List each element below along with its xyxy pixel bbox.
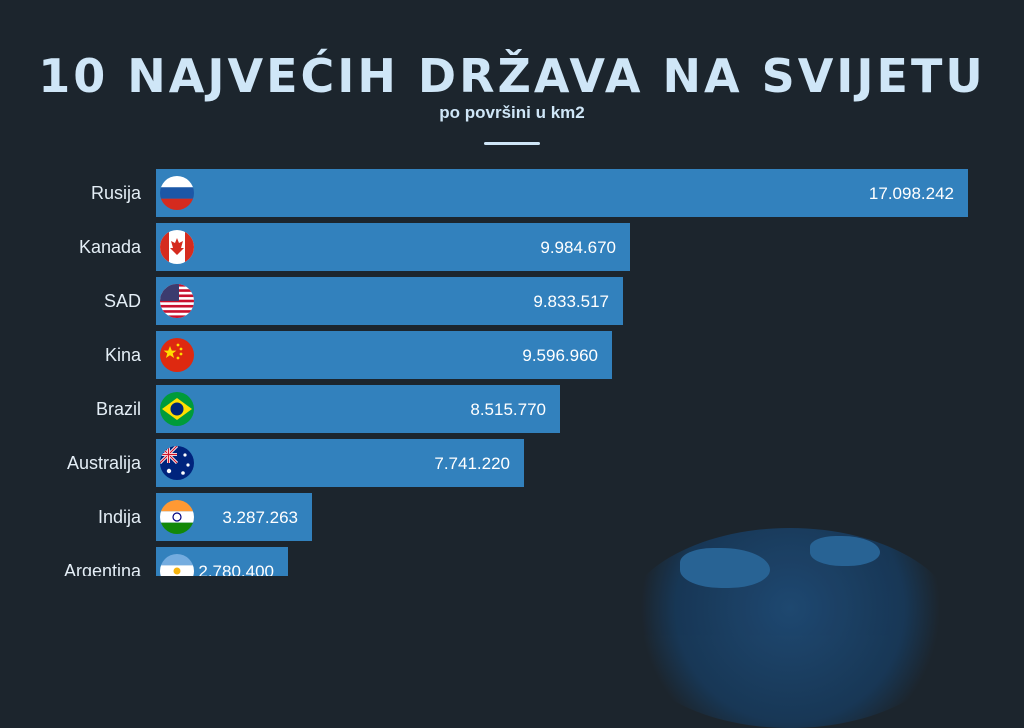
value-label: 17.098.242 xyxy=(869,184,954,203)
value-label: 8.515.770 xyxy=(470,400,546,419)
bar xyxy=(156,223,630,271)
category-label: Kanada xyxy=(79,237,142,257)
bar xyxy=(156,331,612,379)
china-flag-icon xyxy=(160,338,194,372)
bar-row: SAD 9.833.517 xyxy=(104,277,623,325)
title-divider xyxy=(484,142,540,145)
bar-row: Kina 9.596.960 xyxy=(105,331,612,379)
category-label: Australija xyxy=(67,453,142,473)
usa-flag-icon xyxy=(160,284,194,318)
india-flag-icon xyxy=(160,500,194,534)
bar-row: Argentina 2.780.400 xyxy=(64,547,288,576)
bar-chart: Rusija 17.098.242 Kanada 9.984.670 SAD 9.833.… xyxy=(64,169,968,576)
australia-flag-icon xyxy=(160,446,194,480)
category-label: Indija xyxy=(98,507,142,527)
russia-flag-icon xyxy=(160,176,194,210)
bar xyxy=(156,385,560,433)
bar-row: Rusija 17.098.242 xyxy=(91,169,968,217)
bar-row: Brazil 8.515.770 xyxy=(96,385,560,433)
category-label: Argentina xyxy=(64,561,142,576)
chart-title: 10 NAJVEĆIH DRŽAVA NA SVIJETU xyxy=(38,49,986,103)
value-label: 9.984.670 xyxy=(540,238,616,257)
value-label: 2.780.400 xyxy=(198,562,274,576)
value-label: 3.287.263 xyxy=(222,508,298,527)
bar-row: Indija 3.287.263 xyxy=(98,493,312,541)
value-label: 7.741.220 xyxy=(434,454,510,473)
bar-row: Kanada 9.984.670 xyxy=(79,223,630,271)
brazil-flag-icon xyxy=(160,392,194,426)
bar xyxy=(156,277,623,325)
value-label: 9.833.517 xyxy=(533,292,609,311)
canada-flag-icon xyxy=(160,230,194,264)
category-label: SAD xyxy=(104,291,141,311)
bar-row: Australija 7.741.220 xyxy=(67,439,524,487)
bar xyxy=(156,169,968,217)
value-label: 9.596.960 xyxy=(522,346,598,365)
category-label: Rusija xyxy=(91,183,142,203)
category-label: Brazil xyxy=(96,399,141,419)
bar xyxy=(156,439,524,487)
chart-subtitle: po površini u km2 xyxy=(439,103,585,122)
category-label: Kina xyxy=(105,345,142,365)
argentina-flag-icon xyxy=(160,554,194,576)
